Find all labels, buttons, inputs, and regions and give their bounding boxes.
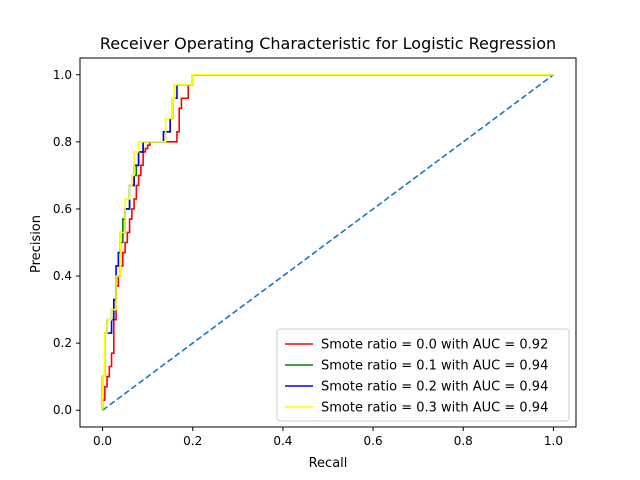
axes-frame <box>79 57 577 428</box>
x-tick-label: 0.8 <box>454 434 473 448</box>
axes: 0.0 0.2 0.4 0.6 0.8 1.0 0.0 0.2 0.4 0.6 0.8 1.0 <box>53 57 577 448</box>
y-axis-label: Precision <box>29 215 44 273</box>
x-axis-label: Recall <box>309 456 348 471</box>
legend-label-1: Smote ratio = 0.1 with AUC = 0.94 <box>321 359 548 374</box>
y-tick-label: 1.0 <box>53 68 72 82</box>
plot-area <box>101 73 554 411</box>
y-tick-label: 0.8 <box>53 135 72 149</box>
chart-title: Receiver Operating Characteristic for Lo… <box>100 34 556 53</box>
series-line-0 <box>101 73 554 411</box>
x-tick-label: 0.4 <box>273 434 292 448</box>
legend-box <box>276 328 570 422</box>
y-tick-label: 0.4 <box>53 269 72 283</box>
legend-label-0: Smote ratio = 0.0 with AUC = 0.92 <box>321 338 548 353</box>
legend: Smote ratio = 0.0 with AUC = 0.92 Smote r… <box>276 328 570 422</box>
y-tick-label: 0.6 <box>53 202 72 216</box>
reference-diagonal-line <box>102 74 554 411</box>
x-tick-label: 0.6 <box>364 434 383 448</box>
y-tick-label: 0.0 <box>53 403 72 417</box>
legend-label-2: Smote ratio = 0.2 with AUC = 0.94 <box>321 380 548 395</box>
series-line-3 <box>101 73 554 411</box>
x-tick-label: 0.2 <box>183 434 202 448</box>
legend-label-3: Smote ratio = 0.3 with AUC = 0.94 <box>321 401 548 416</box>
x-tick-label: 0.0 <box>93 434 112 448</box>
x-tick-label: 1.0 <box>544 434 563 448</box>
y-tick-label: 0.2 <box>53 336 72 350</box>
